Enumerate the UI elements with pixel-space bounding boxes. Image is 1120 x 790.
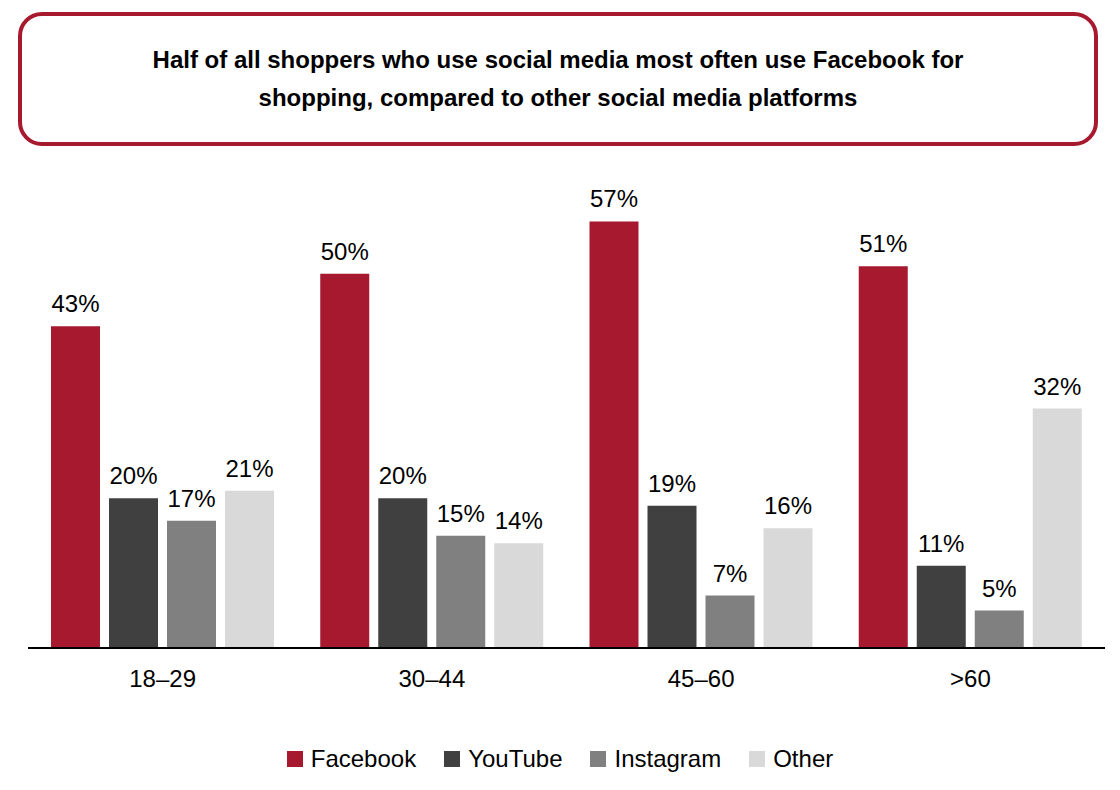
html-text:YouTube: YouTube — [468, 745, 563, 772]
svg-text:50%: 50% — [321, 238, 369, 265]
svg-text:21%: 21% — [225, 455, 273, 482]
svg-text:32%: 32% — [1033, 373, 1081, 400]
svg-text:>60: >60 — [950, 665, 991, 692]
svg-text:5%: 5% — [982, 575, 1017, 602]
svg-text:14%: 14% — [495, 507, 543, 534]
svg-text:43%: 43% — [51, 290, 99, 317]
svg-text:11%: 11% — [918, 530, 964, 557]
svg-text:7%: 7% — [713, 560, 748, 587]
html-text:Facebook: Facebook — [310, 745, 417, 772]
svg-text:15%: 15% — [437, 500, 485, 527]
svg-text:51%: 51% — [859, 230, 907, 257]
svg-text:17%: 17% — [167, 485, 215, 512]
html-text:Other: Other — [773, 745, 834, 772]
svg-text:19%: 19% — [648, 470, 696, 497]
svg-text:30–44: 30–44 — [399, 665, 466, 692]
svg-text:16%: 16% — [764, 492, 812, 519]
svg-text:20%: 20% — [109, 462, 157, 489]
svg-text:20%: 20% — [379, 462, 427, 489]
html-text:Instagram: Instagram — [614, 745, 722, 772]
svg-text:57%: 57% — [590, 185, 638, 212]
svg-text:18–29: 18–29 — [129, 665, 196, 692]
svg-text:45–60: 45–60 — [668, 665, 735, 692]
html-text:Half of all shoppers who use s: Half of all shoppers who use social medi… — [152, 46, 964, 111]
